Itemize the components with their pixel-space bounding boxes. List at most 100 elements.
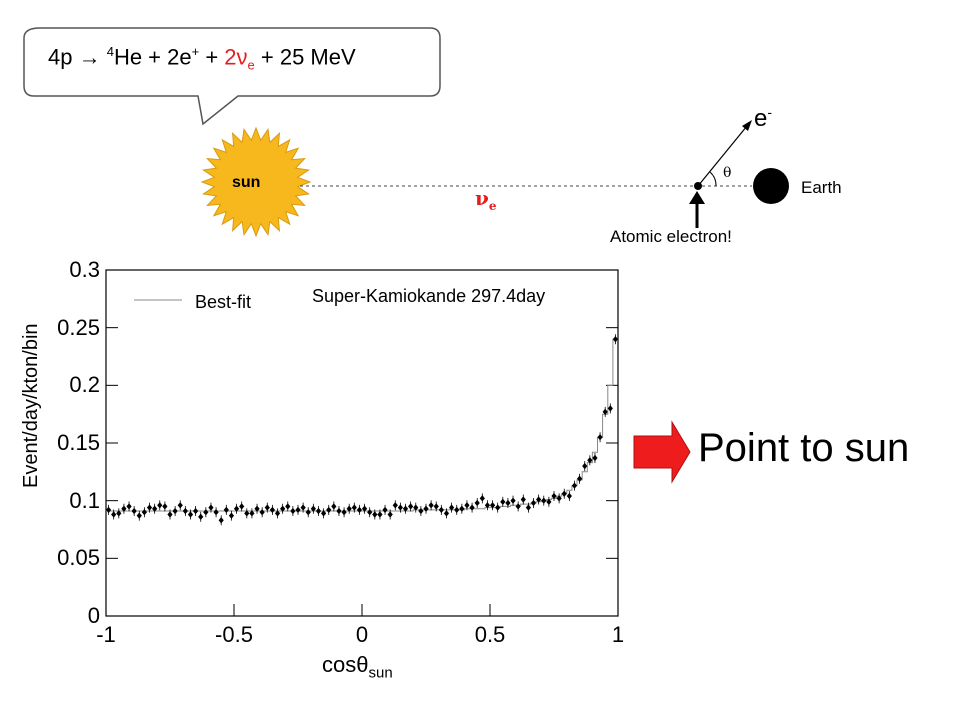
data-point (193, 506, 199, 517)
sun-label: sun (232, 174, 261, 191)
data-point (561, 488, 567, 499)
data-point (244, 508, 250, 519)
data-point (597, 432, 603, 443)
data-point (116, 508, 122, 519)
data-point (187, 509, 194, 520)
data-point (474, 497, 480, 508)
sun-icon (200, 126, 312, 238)
data-point (152, 503, 158, 514)
data-point (131, 506, 137, 517)
data-point (392, 500, 398, 511)
data-point (321, 508, 327, 519)
angle-label: θ (723, 165, 732, 181)
data-point (280, 503, 286, 514)
data-point (121, 503, 127, 514)
data-point (612, 334, 619, 345)
x-tick-label: 1 (611, 622, 625, 647)
electron-sup: - (767, 104, 773, 120)
neutrino-sub: e (488, 199, 497, 213)
data-point (413, 502, 419, 513)
data-point (249, 508, 255, 519)
data-point (105, 504, 112, 515)
data-point (582, 461, 588, 472)
data-point (361, 503, 368, 514)
data-point (449, 502, 455, 513)
data-point (423, 503, 429, 514)
y-tick-label: 0.25 (57, 314, 100, 340)
data-points (105, 334, 619, 526)
eq-nu-sub: e (247, 57, 255, 73)
y-tick-label: 0.05 (57, 545, 100, 571)
data-point (203, 507, 209, 518)
data-point (459, 503, 465, 514)
eq-prefix: 4p → (48, 44, 107, 70)
eq-he-sup: 4 (106, 44, 114, 59)
data-point (428, 500, 434, 511)
data-point (479, 493, 485, 504)
data-point (167, 509, 173, 520)
data-point (315, 506, 322, 517)
x-tick-label: -0.5 (215, 622, 253, 647)
y-tick-label: 0 (87, 603, 100, 628)
data-point (592, 452, 598, 463)
data-point (489, 500, 496, 511)
x-tick-label: 0.5 (474, 622, 506, 647)
earth-icon (753, 168, 789, 204)
chart-title: Super-Kamiokande 297.4day (312, 286, 546, 306)
data-point (346, 503, 352, 514)
data-point (290, 506, 296, 517)
data-point (223, 504, 229, 515)
data-point (239, 501, 245, 512)
data-point (382, 504, 388, 515)
data-point (397, 502, 403, 513)
eq-e-sup: + (191, 44, 200, 59)
data-point (587, 455, 593, 466)
data-point (469, 502, 475, 513)
data-point (541, 495, 547, 506)
data-point (136, 510, 142, 521)
data-point (536, 494, 542, 505)
data-point (510, 495, 516, 506)
data-point (505, 497, 511, 508)
eq-nu: 2ν (224, 44, 248, 70)
x-tick-label: -1 (96, 622, 116, 647)
tick-marks (105, 269, 619, 617)
data-point (146, 502, 153, 513)
x-axis-label-text: cosθ (322, 652, 369, 677)
data-point (402, 503, 409, 514)
data-point (182, 506, 188, 517)
x-tick-label: 0 (355, 622, 369, 647)
y-tick-label: 0.2 (69, 372, 100, 398)
data-point (111, 509, 117, 520)
data-point (367, 507, 373, 518)
data-point (326, 504, 332, 515)
data-point (264, 502, 270, 513)
data-point (500, 496, 506, 507)
data-point (566, 491, 572, 502)
data-point (484, 500, 491, 511)
data-point (443, 508, 450, 519)
data-point (571, 480, 578, 491)
data-point (233, 503, 240, 514)
data-point (495, 502, 501, 513)
data-point (269, 504, 275, 515)
data-point (172, 506, 178, 517)
data-point (464, 500, 470, 511)
point-to-sun-label: Point to sun (698, 426, 910, 470)
data-point (162, 501, 168, 512)
data-point (305, 507, 311, 518)
data-point (213, 507, 219, 518)
y-tick-label: 0.3 (69, 257, 100, 282)
plot-frame (105, 269, 619, 617)
callout-bubble (23, 27, 441, 126)
data-point (551, 491, 557, 502)
best-fit-histogram (106, 338, 618, 512)
data-point (285, 501, 291, 512)
data-point (310, 503, 316, 514)
electron-symbol: e (754, 105, 768, 132)
neutrino-symbol: ν (475, 186, 489, 210)
data-point (274, 508, 281, 519)
data-point (356, 504, 363, 515)
data-point (556, 493, 562, 504)
data-point (530, 497, 537, 508)
